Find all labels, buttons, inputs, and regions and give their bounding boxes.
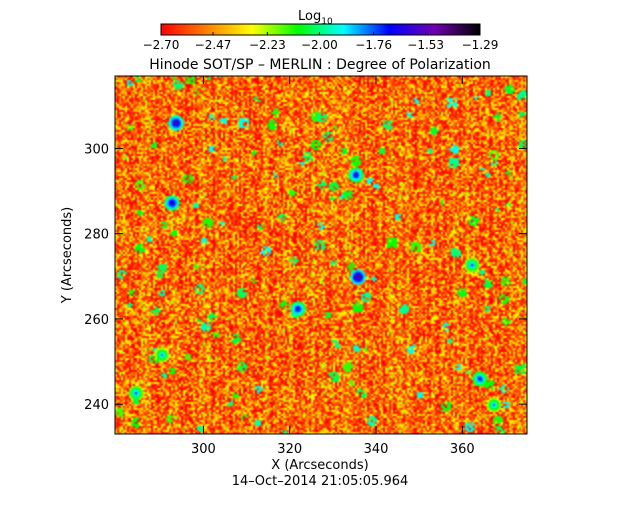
colorbar-ticks: −2.70 −2.47 −2.23 −2.00 −1.76 −1.53 −1.29 bbox=[143, 32, 499, 52]
colorbar-tick-label: −2.70 bbox=[143, 38, 180, 52]
y-tick-label: 260 bbox=[84, 313, 109, 328]
colorbar-tick-label: −2.00 bbox=[301, 38, 338, 52]
x-axis-label: X (Arcseconds) bbox=[271, 458, 368, 473]
x-tick-label: 300 bbox=[191, 442, 216, 457]
colorbar-tick-label: −1.29 bbox=[462, 38, 499, 52]
heatmap-raster bbox=[115, 76, 527, 434]
x-axis: 300 320 340 360 bbox=[191, 76, 475, 457]
y-axis: 240 260 280 300 bbox=[84, 142, 527, 413]
colorbar bbox=[160, 23, 481, 36]
x-tick-label: 320 bbox=[277, 442, 302, 457]
colorbar-tick-label: −2.47 bbox=[195, 38, 232, 52]
y-tick-label: 280 bbox=[84, 228, 109, 243]
colorbar-tick-label: −1.76 bbox=[355, 38, 392, 52]
heatmap-plot: 300 320 340 360 240 260 280 300 bbox=[84, 75, 528, 457]
y-tick-label: 240 bbox=[84, 398, 109, 413]
chart-title: Hinode SOT/SP – MERLIN : Degree of Polar… bbox=[149, 57, 491, 73]
colorbar-tick-label: −2.23 bbox=[249, 38, 286, 52]
timestamp: 14–Oct–2014 21:05:05.964 bbox=[232, 474, 409, 489]
x-tick-label: 360 bbox=[450, 442, 475, 457]
y-tick-label: 300 bbox=[84, 142, 109, 157]
colorbar-tick-label: −1.53 bbox=[407, 38, 444, 52]
colorbar-label: Log10 bbox=[298, 9, 333, 27]
x-tick-label: 340 bbox=[364, 442, 389, 457]
plot-frame bbox=[114, 75, 528, 435]
y-axis-label: Y (Arcseconds) bbox=[60, 207, 75, 304]
